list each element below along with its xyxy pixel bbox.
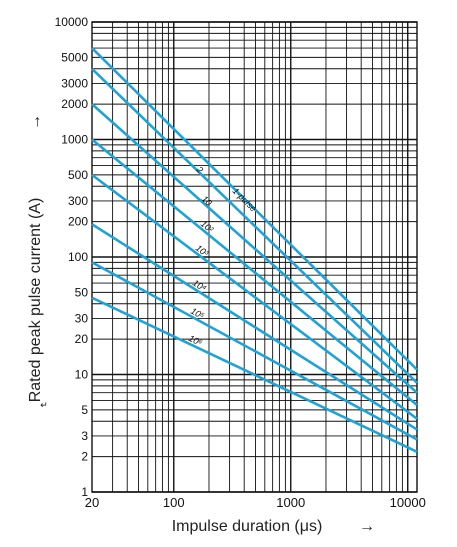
y-tick-label: 5 [81,403,88,417]
y-tick-label: 2000 [61,97,88,111]
y-tick-labels: 1 2 3 5 10 20 30 50 100 200 300 500 1000 2000 3000 5000… [55,15,89,499]
x-tick-label: 100 [163,495,185,510]
y-tick-label: 2 [81,450,88,464]
series-line [91,103,418,394]
x-tick-label: 20 [85,495,99,510]
curve-label: 2 [194,164,205,175]
grid [91,21,418,493]
y-tick-label: 1 [81,485,88,499]
y-tick-label: 5000 [61,50,88,64]
y-tick-label: 10000 [55,15,89,29]
x-tick-labels: 20 100 1000 10000 [85,495,426,510]
curves [91,47,418,453]
x-tick-label: 10000 [390,495,426,510]
y-tick-label: 20 [75,332,89,346]
series-line [91,173,418,420]
y-tick-label: 300 [68,194,88,208]
y-axis-arrow: → [27,114,44,130]
curve-label: 10⁴ [191,278,208,294]
curve-label: 10⁶ [187,333,204,348]
series-line [91,67,418,384]
x-tick-label: 1000 [276,495,305,510]
series-line [91,223,418,431]
curve-label: 10² [199,219,216,236]
y-tick-label: 3000 [61,76,88,90]
series-line [91,47,418,371]
series-line [91,296,418,453]
plot-frame [91,21,418,493]
curve-label: 10 [200,194,214,208]
y-tick-label: 200 [68,215,88,229]
series-line [91,261,418,441]
y-tick-label: 100 [68,250,88,264]
y-tick-label: 1000 [61,133,88,147]
x-axis-label: Impulse duration (μs) [172,518,323,535]
y-tick-label: 500 [68,168,88,182]
y-tick-label: 50 [75,285,89,299]
x-axis-arrow: → [359,518,375,535]
y-axis-footnote-mark: ↵ [40,400,48,410]
y-tick-label: 10 [75,368,89,382]
series-line [91,138,418,407]
curve-label: 10⁵ [189,306,206,321]
y-tick-label: 30 [75,311,89,325]
y-tick-label: 3 [81,429,88,443]
y-axis-label: Rated peak pulse current (A) [27,198,44,403]
